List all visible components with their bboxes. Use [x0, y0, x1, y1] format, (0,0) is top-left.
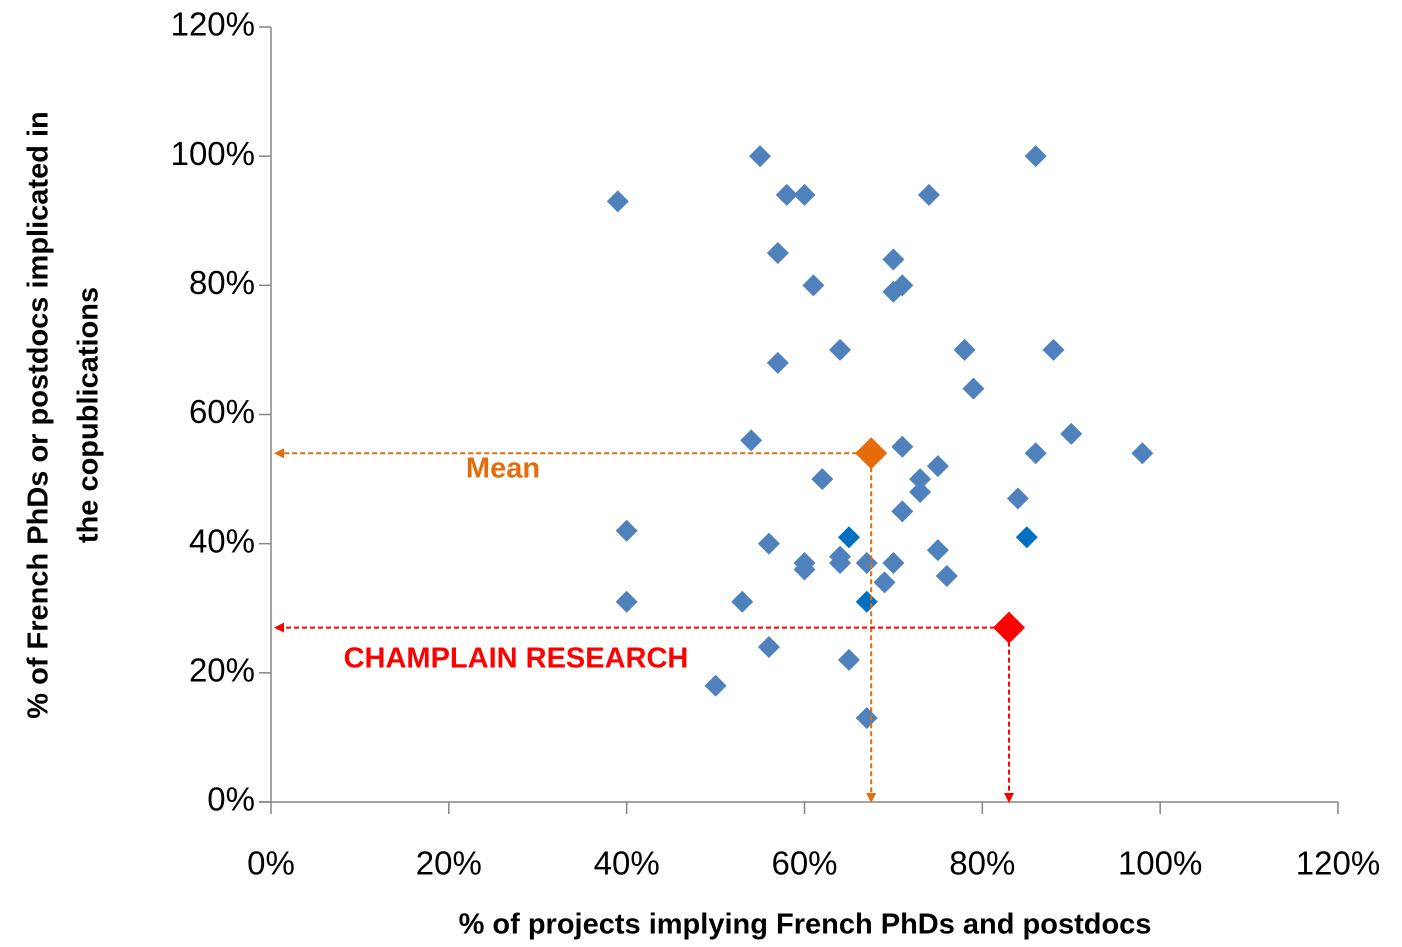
y-tick-label: 60% — [189, 393, 255, 430]
point — [926, 539, 949, 562]
point — [793, 183, 816, 206]
point — [882, 552, 905, 575]
y-tick-label: 0% — [207, 781, 255, 818]
point — [909, 468, 932, 491]
point — [917, 183, 940, 206]
point — [829, 338, 852, 361]
x-tick-label: 60% — [771, 845, 837, 882]
y-tick-label: 100% — [171, 135, 255, 172]
point — [855, 437, 888, 470]
point — [704, 674, 727, 697]
y-tick-label: 20% — [189, 652, 255, 689]
point — [909, 481, 932, 503]
y-axis-title: % of French PhDs or postdocs implicated … — [23, 111, 55, 718]
x-tick-label: 0% — [247, 845, 295, 882]
x-tick-label: 120% — [1296, 845, 1380, 882]
point — [766, 242, 789, 265]
point — [615, 519, 638, 542]
point — [749, 145, 772, 168]
point — [882, 248, 905, 271]
point — [757, 532, 780, 555]
point — [1060, 422, 1083, 445]
x-tick-label: 40% — [594, 845, 660, 882]
point — [837, 648, 860, 671]
x-tick-label: 80% — [949, 845, 1015, 882]
point — [855, 552, 878, 575]
point — [855, 590, 878, 613]
point — [731, 590, 754, 613]
annotation: CHAMPLAIN RESEARCH — [344, 643, 689, 675]
point — [1015, 526, 1038, 549]
point — [891, 435, 914, 458]
y-tick-label: 120% — [171, 6, 255, 43]
x-tick-label: 100% — [1118, 845, 1202, 882]
point — [891, 500, 914, 523]
point — [811, 468, 834, 491]
point — [1131, 442, 1154, 465]
point — [873, 571, 896, 594]
point — [926, 455, 949, 478]
point — [766, 351, 789, 374]
point — [775, 183, 798, 206]
point — [962, 377, 985, 400]
point — [757, 636, 780, 658]
point — [1024, 145, 1047, 168]
point — [953, 338, 976, 361]
point — [855, 707, 878, 730]
point — [606, 190, 629, 213]
y-axis-title: the copublications — [73, 287, 105, 543]
y-tick-label: 80% — [189, 264, 255, 301]
point — [793, 558, 816, 581]
point — [993, 611, 1026, 644]
point — [1006, 487, 1029, 510]
point — [891, 274, 914, 297]
point — [740, 429, 763, 452]
x-axis-title: % of projects implying French PhDs and p… — [459, 909, 1152, 941]
point — [615, 590, 638, 613]
point — [935, 564, 958, 587]
point — [1024, 442, 1047, 465]
point — [802, 274, 825, 297]
x-tick-label: 20% — [416, 845, 482, 882]
annotation: Mean — [466, 453, 540, 485]
point — [1042, 338, 1065, 361]
point — [837, 526, 860, 549]
point — [829, 552, 852, 575]
y-tick-label: 40% — [189, 522, 255, 559]
